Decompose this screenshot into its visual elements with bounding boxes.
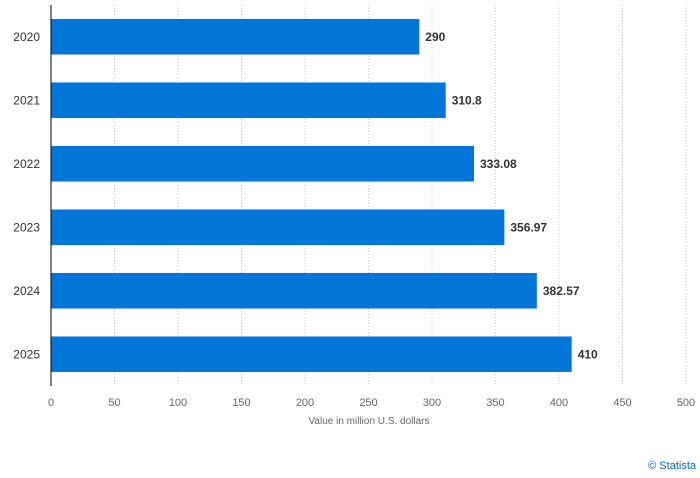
data-label-2022: 333.08 bbox=[480, 157, 517, 171]
x-axis-title: Value in million U.S. dollars bbox=[309, 416, 430, 427]
x-tick-label: 500 bbox=[677, 397, 695, 409]
bars: 290 310.8 333.08 356.97 382.57 410 bbox=[51, 18, 598, 373]
bar-2025 bbox=[51, 336, 572, 373]
x-tick-label: 50 bbox=[108, 397, 120, 409]
x-tick-label: 350 bbox=[486, 397, 504, 409]
bar-2024 bbox=[51, 272, 537, 309]
y-tick-label-2022: 2022 bbox=[13, 157, 40, 171]
x-tick-label: 100 bbox=[169, 397, 187, 409]
x-tick-label: 450 bbox=[613, 397, 631, 409]
y-tick-label-2023: 2023 bbox=[13, 220, 40, 234]
bar-2020 bbox=[51, 18, 420, 55]
bar-2023 bbox=[51, 209, 505, 246]
bar-2022 bbox=[51, 145, 475, 182]
data-label-2025: 410 bbox=[578, 347, 598, 361]
x-tick-label: 300 bbox=[423, 397, 441, 409]
data-label-2023: 356.97 bbox=[510, 220, 547, 234]
data-label-2021: 310.8 bbox=[452, 93, 482, 107]
y-tick-label-2024: 2024 bbox=[13, 284, 40, 298]
x-tick-label: 200 bbox=[296, 397, 314, 409]
statista-credit[interactable]: © Statista bbox=[648, 460, 696, 472]
x-tick-label: 250 bbox=[359, 397, 377, 409]
data-label-2024: 382.57 bbox=[543, 284, 580, 298]
x-tick-label: 150 bbox=[232, 397, 250, 409]
y-tick-label-2021: 2021 bbox=[13, 93, 40, 107]
data-label-2020: 290 bbox=[425, 30, 445, 44]
x-tick-label: 400 bbox=[550, 397, 568, 409]
bar-2021 bbox=[51, 82, 446, 119]
y-tick-label-2020: 2020 bbox=[13, 30, 40, 44]
axes: 0 50 100 150 200 250 300 350 400 450 500 2020 2021 20… bbox=[13, 5, 695, 409]
y-tick-label-2025: 2025 bbox=[13, 347, 40, 361]
grid-lines bbox=[114, 5, 687, 386]
x-tick-label: 0 bbox=[48, 397, 54, 409]
